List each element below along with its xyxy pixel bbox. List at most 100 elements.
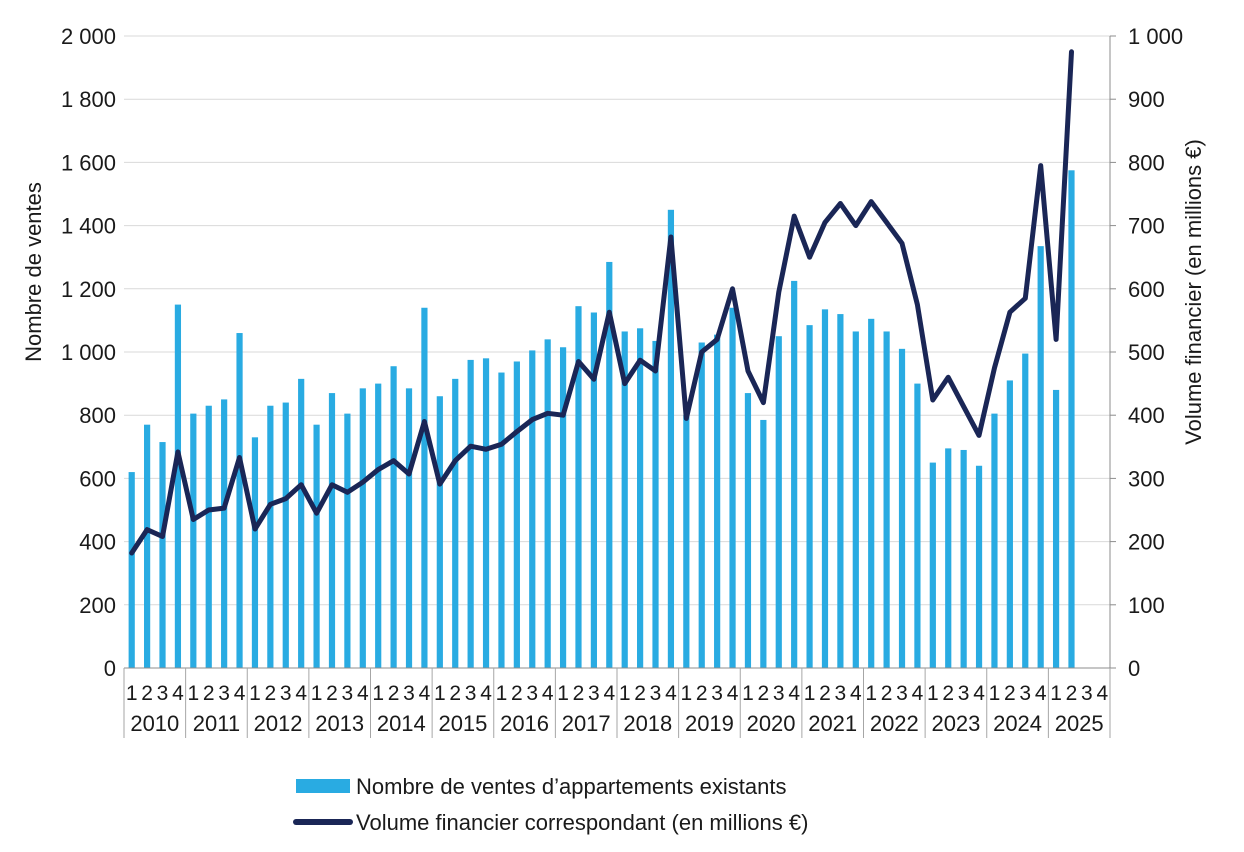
bar: [945, 448, 952, 668]
quarter-label: 4: [912, 682, 924, 705]
quarter-label: 3: [1019, 682, 1031, 705]
bar: [282, 402, 289, 668]
quarter-label: 2: [265, 682, 277, 705]
bar: [190, 413, 197, 668]
quarter-label: 3: [650, 682, 662, 705]
year-label: 2013: [315, 711, 364, 736]
left-tick-label: 1 800: [61, 87, 116, 112]
bar: [513, 361, 520, 668]
year-label: 2018: [623, 711, 672, 736]
bar: [467, 359, 474, 668]
year-label: 2010: [130, 711, 179, 736]
quarter-label: 3: [526, 682, 538, 705]
axes: [123, 35, 1116, 738]
right-tick-label: 400: [1128, 403, 1165, 428]
bar: [159, 442, 166, 668]
quarter-label: 3: [342, 682, 354, 705]
bar: [991, 413, 998, 668]
right-tick-label: 100: [1128, 593, 1165, 618]
bar: [637, 328, 644, 668]
left-axis-title: Nombre de ventes: [21, 182, 46, 362]
quarter-label: 4: [480, 682, 492, 705]
quarter-label: 1: [927, 682, 939, 705]
right-tick-label: 1 000: [1128, 24, 1183, 49]
year-label: 2016: [500, 711, 549, 736]
quarter-label: 1: [311, 682, 323, 705]
legend-bar-label: Nombre de ventes d’appartements existant…: [356, 774, 786, 799]
bar: [868, 318, 875, 668]
quarter-label: 1: [865, 682, 877, 705]
year-label: 2025: [1055, 711, 1104, 736]
year-label: 2021: [808, 711, 857, 736]
bar: [267, 405, 274, 668]
quarter-label: 3: [218, 682, 230, 705]
bar: [960, 449, 967, 668]
quarter-label: 3: [711, 682, 723, 705]
quarter-label: 4: [973, 682, 985, 705]
bar: [298, 378, 305, 668]
bar: [482, 358, 490, 668]
quarter-label: 4: [295, 682, 307, 705]
quarter-label: 2: [942, 682, 954, 705]
quarter-label: 3: [280, 682, 292, 705]
quarter-label: 2: [634, 682, 646, 705]
bar: [1037, 246, 1044, 668]
left-tick-label: 1 400: [61, 214, 116, 239]
bar: [621, 331, 628, 668]
bar: [1068, 170, 1075, 669]
bar: [852, 331, 859, 668]
quarter-label: 4: [542, 682, 554, 705]
right-axis-tick-labels: 0 100 200 300 400 500 600 700 800 900 1 000: [1128, 24, 1183, 681]
year-label: 2012: [254, 711, 303, 736]
bar: [744, 393, 752, 668]
quarter-label: 2: [696, 682, 708, 705]
left-tick-label: 200: [79, 593, 116, 618]
bar: [205, 405, 212, 668]
year-label: 2011: [193, 711, 240, 736]
quarter-label: 1: [619, 682, 631, 705]
bar: [821, 309, 829, 668]
bar: [144, 424, 151, 668]
bar: [975, 465, 983, 668]
right-tick-label: 600: [1128, 277, 1165, 302]
quarter-label: 2: [573, 682, 585, 705]
quarter-label: 3: [1081, 682, 1093, 705]
quarter-label: 3: [958, 682, 970, 705]
right-tick-label: 300: [1128, 466, 1165, 491]
bar: [606, 261, 613, 668]
quarter-label: 2: [141, 682, 153, 705]
left-tick-label: 600: [79, 466, 116, 491]
bar: [683, 415, 690, 668]
bar: [436, 396, 443, 668]
quarter-label: 2: [1004, 682, 1016, 705]
bar: [698, 342, 705, 668]
bar: [405, 388, 413, 668]
quarter-label: 2: [203, 682, 215, 705]
quarter-label: 4: [603, 682, 615, 705]
quarter-label: 4: [788, 682, 800, 705]
legend: Nombre de ventes d’appartements existant…: [293, 774, 808, 835]
quarter-label: 3: [835, 682, 847, 705]
quarter-label: 1: [249, 682, 261, 705]
left-tick-label: 1 200: [61, 277, 116, 302]
bar: [251, 437, 259, 668]
bar: [328, 393, 336, 668]
left-tick-label: 400: [79, 530, 116, 555]
bar: [914, 383, 921, 668]
quarter-label: 4: [1035, 682, 1047, 705]
quarter-label: 2: [1066, 682, 1078, 705]
quarter-label: 3: [773, 682, 785, 705]
year-label: 2015: [438, 711, 487, 736]
quarter-label: 1: [1050, 682, 1062, 705]
quarter-label: 4: [1096, 682, 1108, 705]
bar: [667, 209, 675, 669]
bar: [729, 307, 736, 668]
bar: [775, 336, 782, 668]
quarter-label: 4: [234, 682, 246, 705]
legend-bar-swatch: [296, 779, 350, 793]
quarter-label: 1: [680, 682, 692, 705]
bar: [452, 378, 459, 668]
bar: [529, 350, 536, 668]
bar: [236, 333, 243, 668]
quarter-label: 2: [881, 682, 893, 705]
